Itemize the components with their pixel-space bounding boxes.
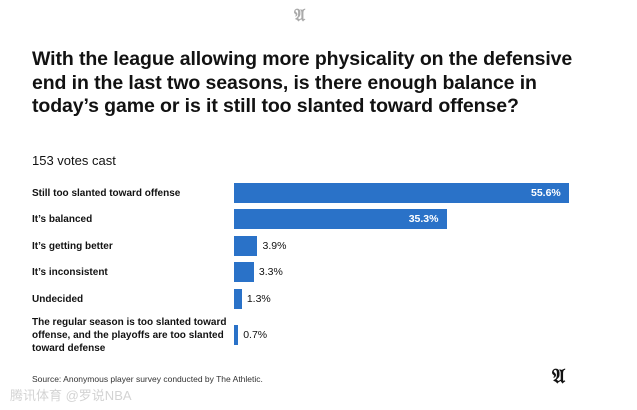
bar (234, 325, 239, 345)
bar (234, 236, 258, 256)
bar-label: It’s inconsistent (32, 266, 108, 278)
bar-value-label: 3.9% (262, 240, 287, 252)
bar-label: Undecided (32, 293, 84, 305)
bar-value-label: 35.3% (408, 213, 439, 225)
bar-label: Still too slanted toward offense (32, 187, 181, 199)
bar-value-label: 1.3% (246, 293, 271, 305)
bar (234, 209, 447, 229)
athletic-logo: 𝔄 (294, 6, 306, 26)
bar (234, 183, 569, 203)
bar-value-label: 3.3% (258, 266, 283, 278)
bar-label: It’s getting better (32, 240, 113, 252)
bar (234, 262, 254, 282)
bar (234, 289, 242, 309)
votes-count: 153 votes cast (32, 153, 116, 168)
chart-title: With the league allowing more physicalit… (32, 48, 573, 117)
source-note: Source: Anonymous player survey conducte… (32, 374, 263, 384)
athletic-logo: 𝔄 (552, 364, 566, 388)
watermark: 腾讯体育 @罗说NBA (10, 388, 132, 403)
bar-label: It’s balanced (32, 213, 93, 225)
bar-label: The regular season is too slanted toward… (32, 316, 227, 354)
bar-value-label: 0.7% (243, 329, 268, 341)
bar-value-label: 55.6% (531, 187, 561, 199)
